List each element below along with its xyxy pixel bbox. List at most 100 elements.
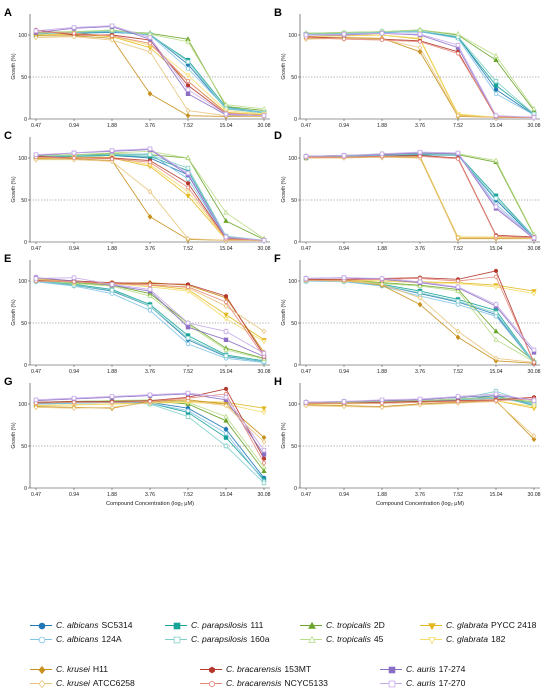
series xyxy=(303,151,537,240)
data-point xyxy=(455,42,461,48)
data-point xyxy=(261,328,267,335)
data-point xyxy=(223,427,229,432)
data-point xyxy=(110,400,114,405)
legend-item: C. glabrata 182 xyxy=(420,634,505,644)
data-point xyxy=(223,431,229,436)
legend-marker xyxy=(388,666,395,673)
legend-strain: ATCC6258 xyxy=(92,678,135,688)
legend-item: C. auris 17-270 xyxy=(380,678,465,688)
data-point xyxy=(417,295,423,301)
series-line xyxy=(305,152,535,239)
panel-d: D 0 50 100 Growth (%) 0.47 0.94 1.88 3.76 7.52 15.… xyxy=(274,130,541,252)
x-tick-label: 7.52 xyxy=(453,123,463,129)
data-point xyxy=(186,180,190,186)
legend-species: C. parapsilosis xyxy=(191,634,248,644)
data-point xyxy=(417,279,423,285)
legend-symbol xyxy=(30,620,52,630)
data-point xyxy=(261,406,267,412)
x-tick-label: 15.04 xyxy=(220,369,233,375)
y-tick-label: 100 xyxy=(18,33,27,39)
legend-strain: H11 xyxy=(92,664,109,674)
legend-species: C. bracarensis xyxy=(226,664,282,674)
x-tick-label: 30.08 xyxy=(528,123,541,129)
data-point xyxy=(379,276,385,281)
x-tick-label: 3.76 xyxy=(145,492,155,498)
y-tick-label: 100 xyxy=(288,279,297,285)
data-point xyxy=(455,394,461,399)
data-point xyxy=(33,152,39,157)
x-tick-label: 15.04 xyxy=(490,369,503,375)
data-point xyxy=(185,66,191,71)
data-point xyxy=(72,155,76,161)
data-point xyxy=(185,176,191,182)
data-point xyxy=(455,284,461,290)
data-point xyxy=(223,209,229,215)
series xyxy=(303,31,537,120)
x-tick-label: 1.88 xyxy=(107,369,117,375)
legend-strain: 17-270 xyxy=(438,678,466,688)
data-point xyxy=(72,400,76,405)
data-point xyxy=(379,404,385,411)
legend-strain: 2D xyxy=(373,620,385,630)
data-point xyxy=(109,26,115,32)
data-point xyxy=(494,398,498,403)
data-point xyxy=(493,328,499,334)
data-point xyxy=(185,165,191,171)
legend-symbol xyxy=(165,634,187,644)
data-point xyxy=(531,105,537,111)
panel-h: H 0 50 100 Growth (%) 0.47 0.94 1.88 3.76 7.52 15.… xyxy=(274,376,541,507)
x-tick-label: 0.47 xyxy=(301,123,311,129)
data-point xyxy=(109,23,115,28)
legend-marker xyxy=(38,665,45,674)
panel-letter: B xyxy=(274,7,282,19)
legend-marker xyxy=(38,679,45,688)
legend-marker xyxy=(307,621,316,629)
data-point xyxy=(493,113,499,118)
data-point xyxy=(185,59,191,65)
y-axis-label: Growth (%) xyxy=(11,299,17,326)
series xyxy=(33,275,267,357)
data-point xyxy=(147,308,153,313)
data-point xyxy=(148,41,152,46)
data-point xyxy=(71,33,77,40)
data-point xyxy=(185,91,191,96)
data-point xyxy=(494,274,498,280)
legend-item: C. auris 17-274 xyxy=(380,664,465,674)
series xyxy=(303,153,537,241)
data-point xyxy=(455,31,461,36)
data-point xyxy=(223,234,229,240)
legend-symbol xyxy=(380,678,402,688)
data-point xyxy=(224,293,228,299)
data-point xyxy=(186,78,190,84)
series-line xyxy=(305,31,535,116)
data-point xyxy=(455,298,461,304)
data-point xyxy=(72,279,76,285)
x-tick-label: 15.04 xyxy=(490,492,503,498)
legend-marker xyxy=(173,636,180,643)
data-point xyxy=(380,400,384,406)
data-point xyxy=(531,347,537,353)
legend-species: C. tropicalis xyxy=(326,620,371,630)
legend-strain: SC5314 xyxy=(101,620,133,630)
data-point xyxy=(71,150,77,156)
x-tick-label: 0.94 xyxy=(69,369,79,375)
data-point xyxy=(185,235,191,242)
data-point xyxy=(109,282,115,287)
data-point xyxy=(223,218,229,223)
x-tick-label: 1.88 xyxy=(107,246,117,252)
x-tick-label: 1.88 xyxy=(377,369,387,375)
data-point xyxy=(185,73,191,79)
data-point xyxy=(493,196,499,201)
legend-marker xyxy=(307,635,316,643)
series-line xyxy=(305,31,535,115)
data-point xyxy=(185,189,191,195)
legend-marker-shape xyxy=(38,622,45,629)
legend-item: C. bracarensis 153MT xyxy=(200,664,311,674)
data-point xyxy=(455,150,461,156)
data-point xyxy=(494,268,498,274)
data-point xyxy=(417,290,423,295)
x-tick-label: 7.52 xyxy=(183,246,193,252)
data-point xyxy=(262,354,266,359)
data-point xyxy=(303,154,309,159)
